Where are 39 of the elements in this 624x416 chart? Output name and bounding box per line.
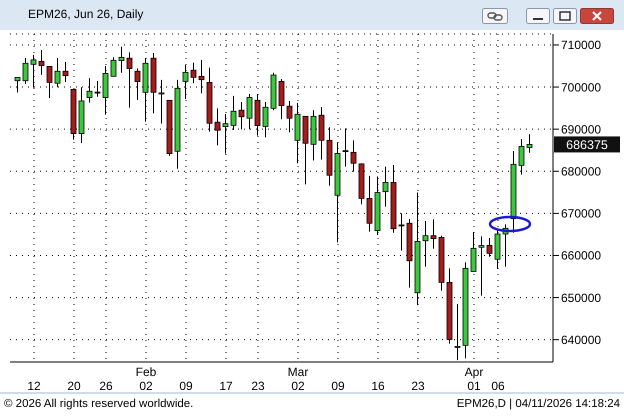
y-tick-label: 670000 bbox=[561, 206, 602, 221]
candlestick bbox=[22, 58, 28, 84]
text: 686375 bbox=[566, 138, 608, 152]
x-tick-label: 23 bbox=[251, 379, 265, 393]
candlestick bbox=[110, 56, 116, 77]
candlestick bbox=[46, 66, 52, 98]
x-tick-label: Apr 01 bbox=[464, 365, 484, 393]
x-tick-label: 09 bbox=[331, 379, 345, 393]
y-tick-label: 710000 bbox=[561, 38, 602, 52]
candlestick bbox=[478, 236, 484, 296]
y-tick-label: 680000 bbox=[561, 164, 602, 179]
candlestick bbox=[38, 50, 44, 76]
candlestick bbox=[526, 134, 532, 154]
x-tick-label: 06 bbox=[491, 379, 505, 393]
x-tick-label: 12 bbox=[27, 379, 41, 393]
candlestick bbox=[382, 166, 388, 208]
y-tick-label: 660000 bbox=[561, 248, 602, 263]
y-tick-label: 690000 bbox=[561, 122, 602, 136]
text: © 2026 All rights reserved worldwide. bbox=[4, 398, 194, 410]
candlestick bbox=[286, 100, 292, 133]
x-tick-label: 23 bbox=[411, 379, 425, 393]
x-tick-label: 20 bbox=[67, 379, 81, 393]
chart-title: EPM26, Jun 26, Daily bbox=[28, 7, 144, 21]
x-tick-label: Mar 02 bbox=[288, 365, 308, 393]
y-tick-label: 650000 bbox=[561, 290, 602, 305]
candlestick bbox=[62, 62, 68, 82]
x-tick-label: Feb 02 bbox=[136, 365, 157, 393]
candlestick bbox=[118, 46, 124, 74]
y-tick-label: 640000 bbox=[561, 332, 602, 347]
x-tick-label: 17 bbox=[219, 379, 233, 393]
text: EPM26,D | 04/11/2026 14:18:24 bbox=[456, 398, 620, 410]
candlestick bbox=[430, 218, 436, 250]
y-tick-label: 700000 bbox=[561, 80, 602, 94]
x-tick-label: 16 bbox=[371, 379, 385, 393]
x-tick-label: 09 bbox=[179, 379, 193, 393]
candlestick bbox=[238, 102, 244, 130]
candlestick bbox=[94, 80, 100, 98]
candlestick bbox=[190, 62, 196, 84]
x-tick-label: 26 bbox=[99, 379, 113, 393]
